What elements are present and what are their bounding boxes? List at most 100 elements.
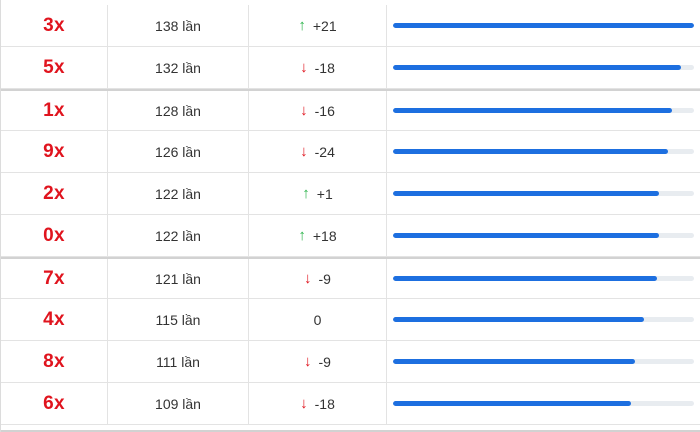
table-bottom-border — [1, 430, 700, 432]
number-label: 1x — [43, 99, 65, 121]
count-label: 128 lần — [155, 102, 201, 119]
table-row: 1x 128 lần ↓ -16 — [1, 89, 700, 131]
arrow-up-icon: ↑ — [302, 185, 310, 202]
progress-fill — [393, 233, 660, 238]
number-label: 5x — [43, 56, 65, 78]
progress-fill — [393, 23, 694, 28]
number-cell: 7x — [1, 259, 108, 298]
change-cell: ↑ +18 — [249, 215, 387, 256]
bar-cell — [387, 299, 700, 340]
number-cell: 9x — [1, 131, 108, 172]
change-value: -16 — [314, 102, 335, 119]
count-label: 111 lần — [156, 353, 200, 370]
number-label: 0x — [43, 224, 65, 246]
bar-cell — [387, 383, 700, 424]
change-value: 0 — [313, 311, 322, 328]
number-label: 4x — [43, 308, 65, 330]
table-row: 9x 126 lần ↓ -24 — [1, 131, 700, 173]
change-value: -18 — [314, 395, 335, 412]
change-value: +21 — [312, 17, 337, 34]
progress-track — [393, 401, 694, 406]
count-cell: 115 lần — [108, 299, 249, 340]
change-cell: ↓ -16 — [249, 91, 387, 130]
arrow-down-icon: ↓ — [300, 395, 308, 412]
progress-fill — [393, 149, 668, 154]
count-label: 132 lần — [155, 59, 201, 76]
number-label: 8x — [43, 350, 65, 372]
table-row: 5x 132 lần ↓ -18 — [1, 47, 700, 89]
progress-track — [393, 65, 694, 70]
progress-fill — [393, 359, 635, 364]
bar-cell — [387, 259, 700, 298]
progress-track — [393, 108, 694, 113]
progress-track — [393, 276, 694, 281]
progress-fill — [393, 108, 673, 113]
progress-fill — [393, 276, 657, 281]
arrow-down-icon: ↓ — [300, 143, 308, 160]
arrow-down-icon: ↓ — [300, 59, 308, 76]
progress-track — [393, 233, 694, 238]
bar-cell — [387, 173, 700, 214]
change-cell: ↓ -18 — [249, 383, 387, 424]
count-label: 109 lần — [155, 395, 201, 412]
progress-fill — [393, 65, 682, 70]
count-cell: 122 lần — [108, 173, 249, 214]
change-value: -9 — [318, 270, 331, 287]
count-label: 138 lần — [155, 17, 201, 34]
count-label: 121 lần — [155, 270, 201, 287]
number-label: 2x — [43, 182, 65, 204]
bar-cell — [387, 47, 700, 88]
count-cell: 126 lần — [108, 131, 249, 172]
arrow-down-icon: ↓ — [304, 270, 312, 287]
count-cell: 122 lần — [108, 215, 249, 256]
table-row: 0x 122 lần ↑ +18 — [1, 215, 700, 257]
number-cell: 8x — [1, 341, 108, 382]
number-cell: 4x — [1, 299, 108, 340]
change-value: -18 — [314, 59, 335, 76]
progress-track — [393, 359, 694, 364]
change-value: -24 — [314, 143, 335, 160]
number-cell: 3x — [1, 5, 108, 46]
change-cell: 0 — [249, 299, 387, 340]
change-cell: ↓ -18 — [249, 47, 387, 88]
bar-cell — [387, 131, 700, 172]
progress-fill — [393, 401, 631, 406]
change-value: +18 — [312, 227, 337, 244]
count-cell: 111 lần — [108, 341, 249, 382]
number-cell: 1x — [1, 91, 108, 130]
count-label: 122 lần — [155, 227, 201, 244]
arrow-up-icon: ↑ — [298, 227, 306, 244]
table-row: 8x 111 lần ↓ -9 — [1, 341, 700, 383]
table-row: 3x 138 lần ↑ +21 — [1, 5, 700, 47]
bar-cell — [387, 215, 700, 256]
count-label: 115 lần — [155, 311, 201, 328]
change-value: -9 — [318, 353, 331, 370]
count-label: 126 lần — [155, 143, 201, 160]
progress-track — [393, 317, 694, 322]
table-row: 4x 115 lần 0 — [1, 299, 700, 341]
count-label: 122 lần — [155, 185, 201, 202]
arrow-up-icon: ↑ — [298, 17, 306, 34]
count-cell: 132 lần — [108, 47, 249, 88]
change-cell: ↑ +21 — [249, 5, 387, 46]
table-row: 7x 121 lần ↓ -9 — [1, 257, 700, 299]
progress-track — [393, 23, 694, 28]
change-cell: ↓ -9 — [249, 341, 387, 382]
change-cell: ↑ +1 — [249, 173, 387, 214]
change-value: +1 — [316, 185, 333, 202]
table-row: 6x 109 lần ↓ -18 — [1, 383, 700, 425]
number-label: 3x — [43, 14, 65, 36]
change-cell: ↓ -24 — [249, 131, 387, 172]
count-cell: 121 lần — [108, 259, 249, 298]
arrow-down-icon: ↓ — [304, 353, 312, 370]
count-cell: 128 lần — [108, 91, 249, 130]
bar-cell — [387, 341, 700, 382]
progress-track — [393, 149, 694, 154]
number-label: 7x — [43, 267, 65, 289]
number-cell: 6x — [1, 383, 108, 424]
arrow-down-icon: ↓ — [300, 102, 308, 119]
number-label: 6x — [43, 392, 65, 414]
count-cell: 138 lần — [108, 5, 249, 46]
number-cell: 2x — [1, 173, 108, 214]
